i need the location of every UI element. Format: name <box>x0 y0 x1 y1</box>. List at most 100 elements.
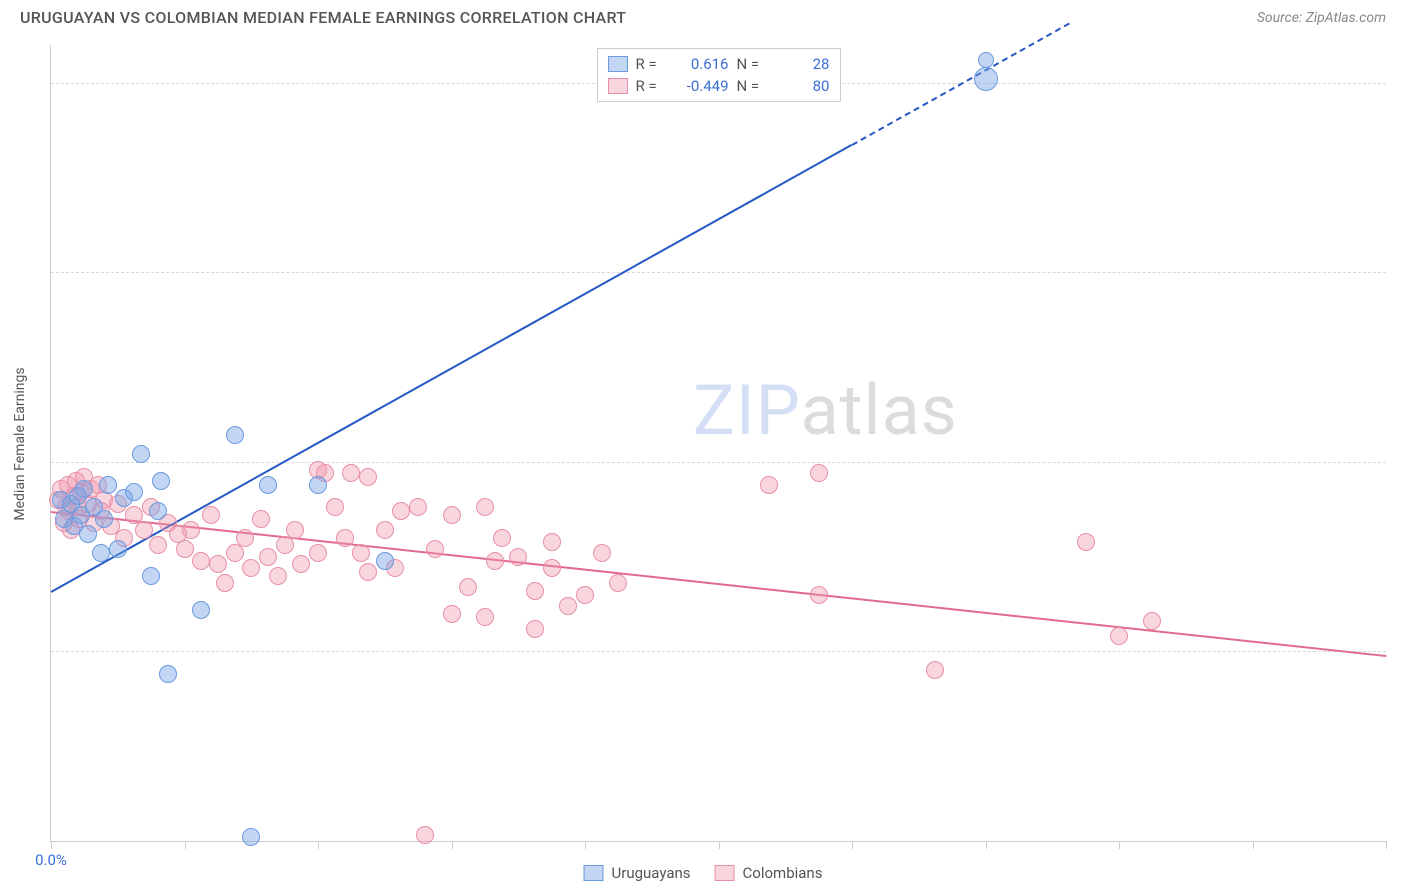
scatter-point-uruguayan <box>192 601 210 619</box>
scatter-point-colombian <box>292 555 310 573</box>
scatter-point-colombian <box>1077 533 1095 551</box>
scatter-point-colombian <box>309 461 327 479</box>
trendline <box>51 511 1386 657</box>
gridline <box>51 651 1386 652</box>
scatter-point-uruguayan <box>69 487 87 505</box>
series-legend-label: Colombians <box>743 864 823 882</box>
gridline <box>51 272 1386 273</box>
scatter-point-colombian <box>476 608 494 626</box>
trendline-extrapolation <box>852 22 1070 145</box>
scatter-point-colombian <box>216 574 234 592</box>
chart-area: Median Female Earnings ZIPatlas R =0.616… <box>50 45 1386 842</box>
r-label: R = <box>636 77 666 95</box>
watermark-atlas: atlas <box>801 370 958 452</box>
scatter-point-colombian <box>426 540 444 558</box>
scatter-point-colombian <box>316 464 334 482</box>
scatter-point-uruguayan <box>52 491 70 509</box>
y-tick-label: $100,000 <box>1394 74 1406 92</box>
scatter-point-colombian <box>1110 627 1128 645</box>
series-legend-item: Uruguayans <box>584 864 691 882</box>
scatter-point-colombian <box>72 483 90 501</box>
scatter-point-colombian <box>169 525 187 543</box>
legend-swatch <box>608 56 628 72</box>
scatter-point-colombian <box>59 476 77 494</box>
scatter-point-colombian <box>176 540 194 558</box>
y-tick-label: $25,000 <box>1394 642 1406 660</box>
watermark: ZIPatlas <box>693 370 958 452</box>
scatter-point-colombian <box>192 552 210 570</box>
scatter-point-colombian <box>459 578 477 596</box>
scatter-point-colombian <box>609 574 627 592</box>
scatter-point-uruguayan <box>75 480 93 498</box>
scatter-point-uruguayan <box>79 525 97 543</box>
source-prefix: Source: <box>1257 10 1306 26</box>
x-tick <box>185 841 186 849</box>
scatter-point-uruguayan <box>62 495 80 513</box>
scatter-point-colombian <box>52 480 70 498</box>
scatter-point-colombian <box>182 521 200 539</box>
scatter-point-colombian <box>926 661 944 679</box>
scatter-point-colombian <box>476 498 494 516</box>
scatter-point-colombian <box>543 559 561 577</box>
scatter-point-uruguayan <box>259 476 277 494</box>
scatter-point-colombian <box>493 529 511 547</box>
scatter-point-colombian <box>75 468 93 486</box>
scatter-point-colombian <box>526 620 544 638</box>
scatter-point-colombian <box>82 480 100 498</box>
scatter-point-colombian <box>209 555 227 573</box>
scatter-point-colombian <box>409 498 427 516</box>
scatter-point-uruguayan <box>149 502 167 520</box>
gridline <box>51 462 1386 463</box>
scatter-point-colombian <box>202 506 220 524</box>
scatter-point-uruguayan <box>85 498 103 516</box>
scatter-point-colombian <box>526 582 544 600</box>
n-label: N = <box>737 55 767 73</box>
scatter-point-colombian <box>95 491 113 509</box>
n-label: N = <box>737 77 767 95</box>
y-tick-label: $75,000 <box>1394 263 1406 281</box>
scatter-point-colombian <box>416 826 434 844</box>
scatter-point-colombian <box>359 468 377 486</box>
r-value: -0.449 <box>674 77 729 95</box>
scatter-point-colombian <box>115 529 133 547</box>
scatter-point-uruguayan <box>309 476 327 494</box>
scatter-point-colombian <box>269 567 287 585</box>
y-axis-label: Median Female Earnings <box>12 367 28 520</box>
scatter-point-colombian <box>543 533 561 551</box>
scatter-point-colombian <box>79 495 97 513</box>
x-tick <box>852 841 853 849</box>
scatter-point-colombian <box>359 563 377 581</box>
scatter-point-colombian <box>65 487 83 505</box>
scatter-point-colombian <box>49 491 67 509</box>
scatter-point-colombian <box>386 559 404 577</box>
x-tick <box>1253 841 1254 849</box>
scatter-point-colombian <box>443 605 461 623</box>
scatter-point-uruguayan <box>226 426 244 444</box>
scatter-point-colombian <box>252 510 270 528</box>
legend-swatch <box>584 865 604 881</box>
scatter-point-colombian <box>326 498 344 516</box>
scatter-point-colombian <box>142 498 160 516</box>
correlation-legend: R = 0.616 N = 28 R = -0.449 N = 80 <box>597 48 841 102</box>
scatter-point-colombian <box>810 464 828 482</box>
r-label: R = <box>636 55 666 73</box>
scatter-point-colombian <box>1143 612 1161 630</box>
scatter-point-uruguayan <box>99 476 117 494</box>
r-value: 0.616 <box>674 55 729 73</box>
n-value: 80 <box>775 77 830 95</box>
x-tick <box>986 841 987 849</box>
x-tick <box>318 841 319 849</box>
correlation-legend-row: R = 0.616 N = 28 <box>608 53 830 75</box>
scatter-point-colombian <box>226 544 244 562</box>
scatter-point-colombian <box>342 464 360 482</box>
scatter-point-uruguayan <box>152 472 170 490</box>
n-value: 28 <box>775 55 830 73</box>
source-name: ZipAtlas.com <box>1306 10 1386 26</box>
legend-swatch <box>608 78 628 94</box>
series-legend-item: Colombians <box>715 864 823 882</box>
scatter-point-uruguayan <box>115 489 133 507</box>
y-tick-label: $50,000 <box>1394 453 1406 471</box>
x-tick <box>1119 841 1120 849</box>
scatter-point-colombian <box>149 536 167 554</box>
scatter-point-colombian <box>259 548 277 566</box>
